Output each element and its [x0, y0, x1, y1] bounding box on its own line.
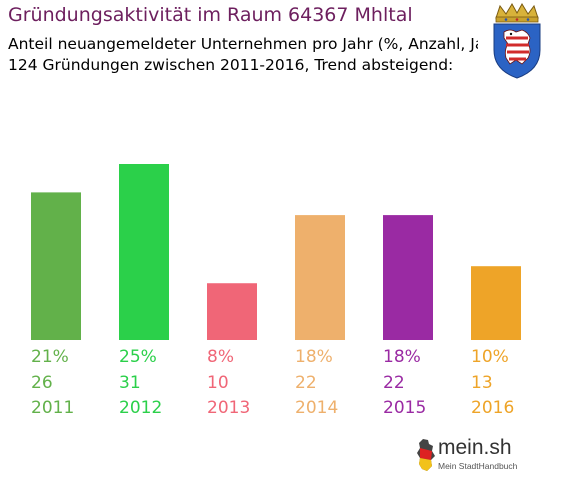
count-label-2015: 22 [383, 373, 405, 393]
germany-map-icon [417, 439, 435, 471]
chart-subtitle-line2: 124 Gründungen zwischen 2011-2016, Trend… [8, 56, 454, 74]
year-label-2016: 2016 [471, 398, 515, 418]
percent-label-2015: 18% [383, 347, 421, 367]
count-label-2014: 22 [295, 373, 317, 393]
chart-subtitle-line1: Anteil neuangemeldeter Unternehmen pro J… [8, 35, 507, 53]
chart-title: Gründungsaktivität im Raum 64367 Mhltal [8, 4, 413, 26]
bar-2011 [31, 192, 81, 340]
bar-2016 [471, 266, 521, 340]
count-label-2013: 10 [207, 373, 229, 393]
percent-label-2016: 10% [471, 347, 509, 367]
logo-text: mein.sh [438, 436, 512, 459]
count-label-2016: 13 [471, 373, 493, 393]
percent-label-2013: 8% [207, 347, 234, 367]
year-label-2013: 2013 [207, 398, 251, 418]
count-label-2012: 31 [119, 373, 141, 393]
count-label-2011: 26 [31, 373, 53, 393]
year-label-2015: 2015 [383, 398, 427, 418]
bar-2015 [383, 215, 433, 340]
bar-2014 [295, 215, 345, 340]
mein-sh-logo: mein.sh Mein StadtHandbuch [416, 436, 546, 476]
year-label-2014: 2014 [295, 398, 339, 418]
year-label-2011: 2011 [31, 398, 75, 418]
percent-label-2011: 21% [31, 347, 69, 367]
hessen-coat-of-arms-icon [478, 2, 556, 80]
bar-2012 [119, 164, 169, 340]
year-label-2012: 2012 [119, 398, 163, 418]
bar-2013 [207, 283, 257, 340]
percent-label-2014: 18% [295, 347, 333, 367]
percent-label-2012: 25% [119, 347, 157, 367]
logo-tagline: Mein StadtHandbuch [438, 461, 518, 471]
